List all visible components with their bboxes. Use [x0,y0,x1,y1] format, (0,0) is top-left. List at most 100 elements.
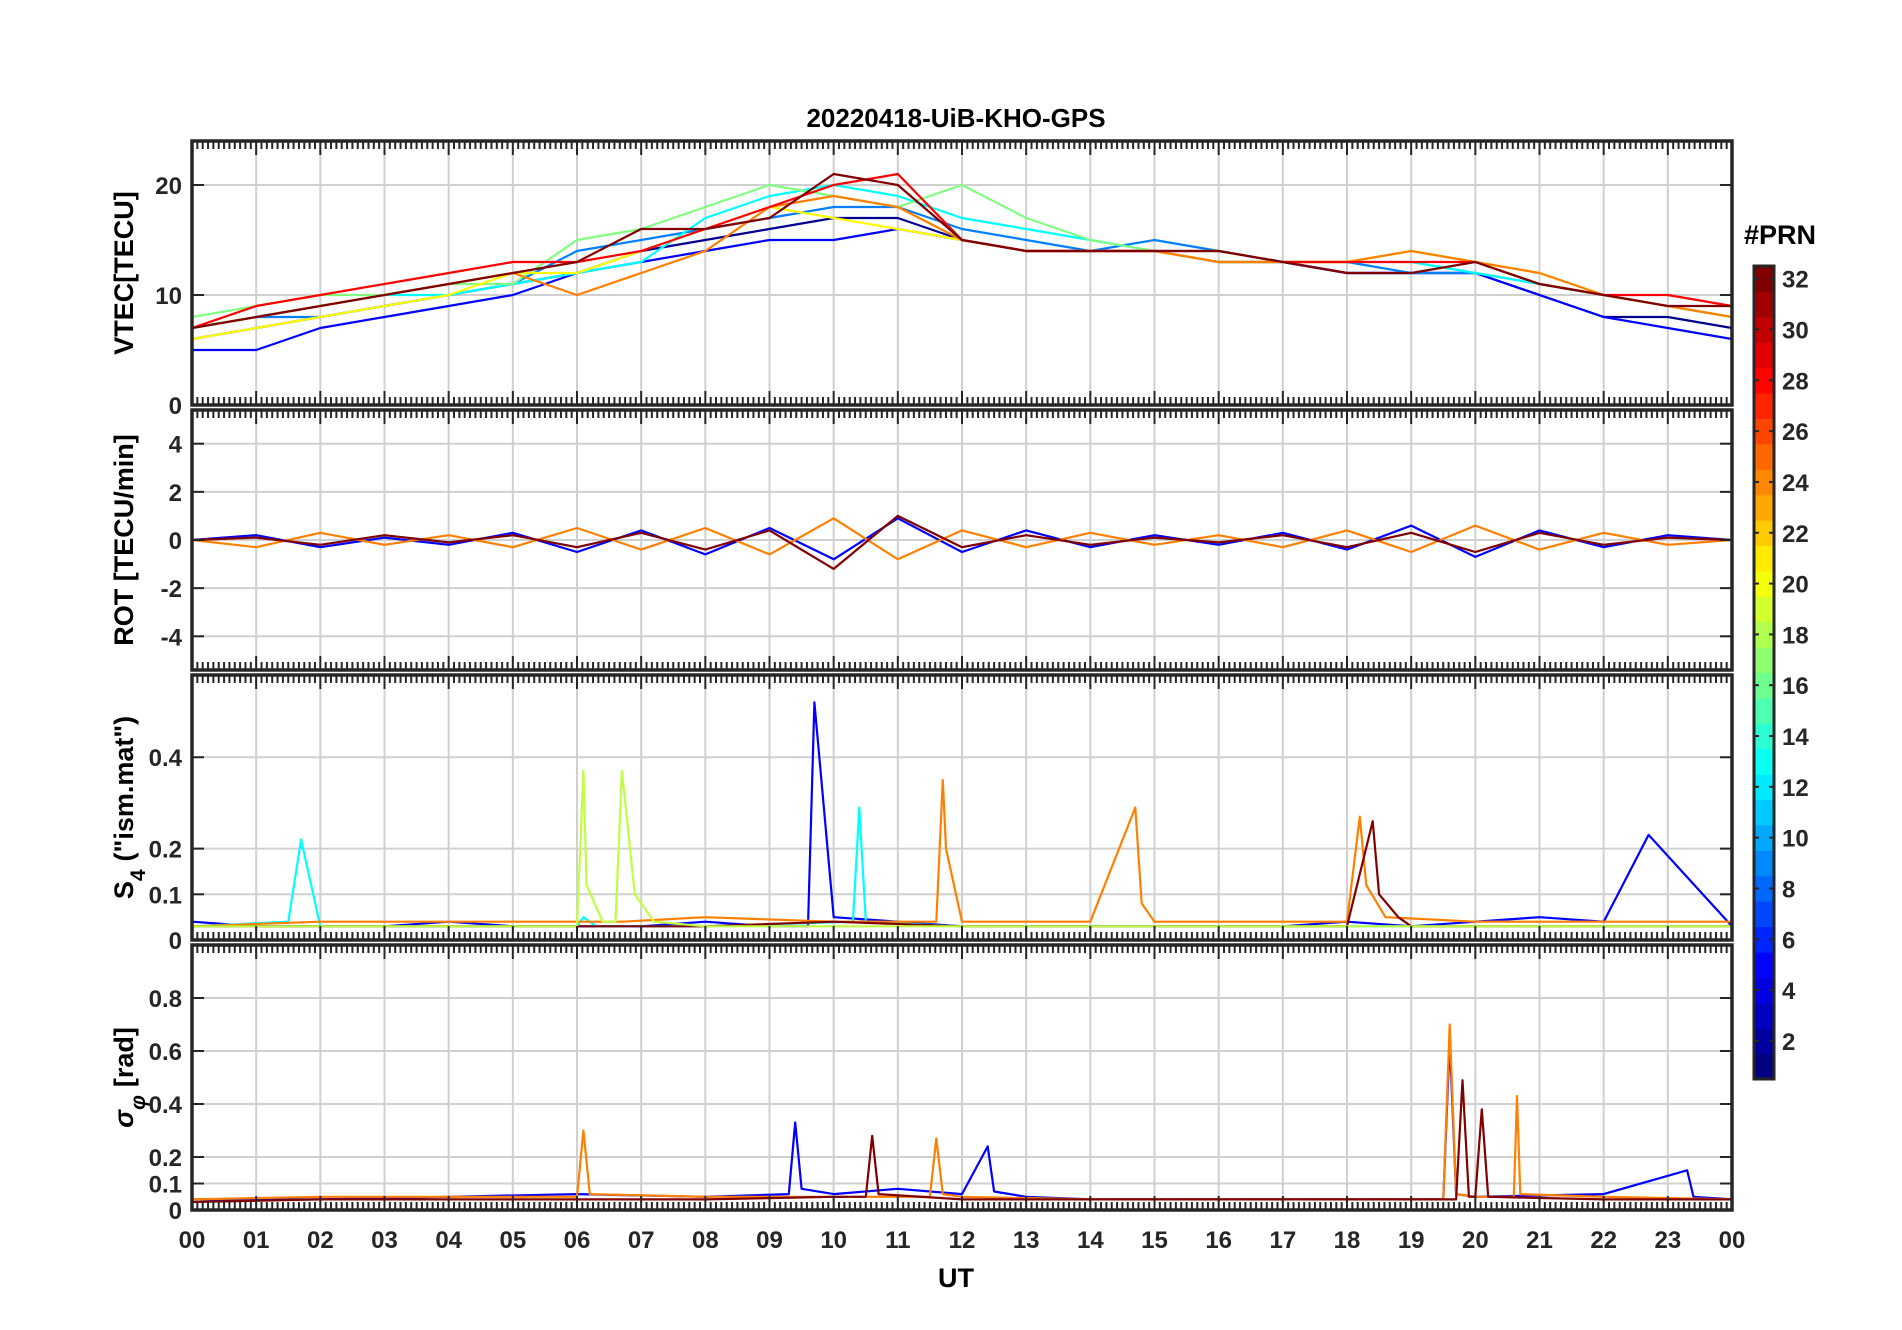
colorbar-tick-label: 32 [1782,267,1809,294]
colorbar-segment [1754,393,1774,420]
y-axis-label: S4 ("ism.mat") [109,716,150,899]
x-tick-label: 22 [1590,1227,1617,1254]
panel-sigma: 00.10.2 0.4 0.6 0.8 σφ [rad] [109,943,1734,1225]
y-axis-label-rest: [rad] [109,1027,139,1087]
colorbar-segment [1754,1002,1774,1029]
y-axis-label: σφ [rad] [109,1027,150,1128]
colorbar-tick-label: 2 [1782,1029,1795,1056]
y-tick-label: -4 [161,624,183,651]
y-tick-label: 0.1 [149,1172,182,1199]
colorbar-segment [1754,494,1774,521]
colorbar-segment [1754,621,1774,648]
colorbar-segment [1754,570,1774,597]
colorbar-tick-label: 12 [1782,775,1809,802]
colorbar-segment [1754,824,1774,851]
colorbar-segment [1754,266,1774,293]
series-line [192,514,1732,571]
x-tick-label: 14 [1077,1227,1104,1254]
panel-vtec: 0 10 20 VTEC[TECU] [109,139,1734,420]
colorbar-tick-label: 8 [1782,876,1795,903]
y-tick-label: 0.4 [149,1092,183,1119]
y-axis-label: ROT [TECU/min] [109,434,139,645]
x-tick-label: 15 [1141,1227,1168,1254]
series-group [192,172,1732,352]
y-tick-label: 20 [155,173,182,200]
y-tick-label: 0.6 [149,1039,182,1066]
series-group [192,514,1732,571]
x-tick-label: 00 [1719,1227,1746,1254]
x-tick-label: 01 [243,1227,270,1254]
colorbar-segment [1754,951,1774,978]
x-axis-label: UT [938,1263,974,1293]
colorbar-segment [1754,901,1774,928]
x-tick-label: 17 [1269,1227,1296,1254]
x-tick-label: 09 [756,1227,783,1254]
colorbar-tick-label: 24 [1782,470,1809,497]
colorbar-segment [1754,723,1774,750]
colorbar-tick-label: 10 [1782,826,1809,853]
colorbar-tick-label: 14 [1782,724,1809,751]
colorbar-tick-label: 18 [1782,622,1809,649]
x-tick-label: 12 [949,1227,976,1254]
x-tick-label: 11 [885,1227,910,1254]
colorbar-segment [1754,367,1774,394]
x-tick-label: 02 [307,1227,334,1254]
colorbar-segment [1754,342,1774,369]
colorbar-segment [1754,977,1774,1004]
colorbar-segment [1754,443,1774,470]
colorbar-segment [1754,926,1774,953]
x-tick-label: 07 [628,1227,655,1254]
colorbar-segment [1754,748,1774,775]
x-tick-label: 03 [371,1227,398,1254]
x-tick-label: 10 [820,1227,847,1254]
y-axis-label-sub: 4 [127,869,150,881]
x-tick-label: 08 [692,1227,719,1254]
colorbar-tick-label: 26 [1782,419,1809,446]
y-axis-label-rest: ("ism.mat") [109,716,139,862]
x-tick-label: 13 [1013,1227,1040,1254]
colorbar-segment [1754,697,1774,724]
colorbar-tick-label: 4 [1782,978,1796,1005]
series-group [192,701,1732,928]
colorbar-tick-label: 30 [1782,318,1809,345]
y-axis-label-sub: φ [127,1095,150,1110]
colorbar-tick-label: 20 [1782,572,1809,599]
colorbar-segment [1754,799,1774,826]
x-tick-label: 23 [1654,1227,1681,1254]
colorbar-segment [1754,850,1774,877]
colorbar-frame [1752,264,1776,1081]
colorbar-segment [1754,291,1774,318]
colorbar-segment [1754,316,1774,343]
colorbar-segment [1754,418,1774,445]
series-line [192,517,1732,561]
y-tick-label: 0 [169,1198,182,1225]
series-line [192,769,1732,928]
y-axis-label-main: S [109,881,139,899]
x-tick-label: 04 [435,1227,462,1254]
colorbar-tick-label: 16 [1782,673,1809,700]
colorbar-tick-label: 28 [1782,368,1809,395]
x-tick-label: 18 [1334,1227,1361,1254]
colorbar-segment [1754,875,1774,902]
y-tick-label: 4 [169,432,183,459]
colorbar-segment [1754,1053,1774,1080]
y-tick-label: 0.8 [149,986,182,1013]
panel-rot: -4 -2 0 2 4 ROT [TECU/min] [109,408,1734,672]
colorbar-segment [1754,672,1774,699]
y-tick-label: 10 [155,283,182,310]
x-tick-label: 00 [179,1227,206,1254]
chart-title: 20220418-UiB-KHO-GPS [806,103,1105,133]
y-tick-label: 0 [169,928,182,955]
x-tick-label: 16 [1205,1227,1232,1254]
y-tick-label: 0.4 [149,745,183,772]
x-tick-label: 06 [564,1227,591,1254]
colorbar-tick-label: 22 [1782,521,1809,548]
colorbar-label: #PRN [1744,220,1816,250]
colorbar-segment [1754,545,1774,572]
colorbar-segment [1754,774,1774,801]
x-tick-label: 19 [1398,1227,1425,1254]
colorbar-tick-label: 6 [1782,927,1795,954]
x-tick-label: 05 [499,1227,526,1254]
